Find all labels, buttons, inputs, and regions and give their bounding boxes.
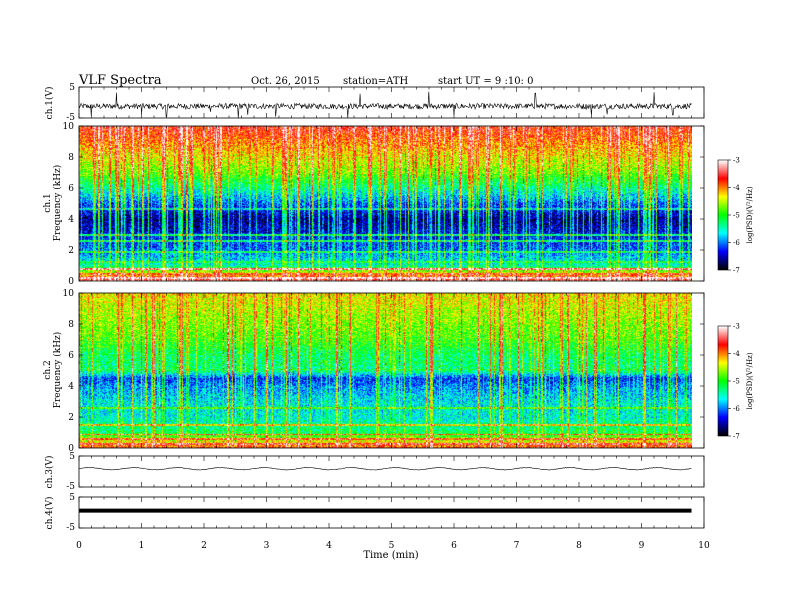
cb2-tick-label: -6 xyxy=(733,405,740,413)
header-date: Oct. 26, 2015 xyxy=(251,76,320,87)
spec1-ytick-label: 10 xyxy=(63,122,75,132)
spec2-colorbar xyxy=(718,326,728,436)
spec2-x-ticks xyxy=(78,293,705,448)
spec2-ytick-label: 4 xyxy=(68,382,74,392)
x-tick-label: 3 xyxy=(264,541,270,551)
ch1-x-ticks xyxy=(78,86,705,119)
cb2-tick-label: -4 xyxy=(733,350,740,358)
ch3-ytick-bottom: -5 xyxy=(66,482,75,492)
spec2-colorbar-label: log(PSD)(V²/Hz) xyxy=(746,352,754,409)
panel-ch4: 5 -5 ch.4(V) xyxy=(44,493,705,533)
panel-ch1: 5 -5 ch.1(V) xyxy=(44,83,705,123)
ch1-ylabel: ch.1(V) xyxy=(44,87,55,120)
cb1-tick-label: -5 xyxy=(733,212,740,220)
spec1-heatmap xyxy=(79,126,692,281)
cb1-tick-label: -3 xyxy=(733,157,740,165)
spec2-ylabel-channel: ch.2 xyxy=(43,360,53,379)
spec2-y-ticks: 10 8 6 4 2 0 xyxy=(63,289,704,454)
spec1-ylabel-frequency: Frequency (kHz) xyxy=(52,165,63,242)
spec1-ylabel-channel: ch.1 xyxy=(43,193,53,212)
x-tick-label: 9 xyxy=(639,541,645,551)
spec2-ytick-label: 10 xyxy=(63,289,75,299)
cb1-tick-label: -6 xyxy=(733,239,740,247)
cb1-tick-label: -4 xyxy=(733,184,740,192)
ch4-x-ticks xyxy=(78,496,705,529)
x-tick-label: 1 xyxy=(139,541,145,551)
ch3-trace xyxy=(78,467,692,471)
spec1-ytick-label: 0 xyxy=(68,277,74,287)
spec1-ytick-label: 8 xyxy=(68,153,74,163)
spec2-ytick-label: 2 xyxy=(68,413,74,423)
spec1-y-ticks: 10 8 6 4 2 0 xyxy=(63,122,704,287)
x-tick-label: 8 xyxy=(576,541,582,551)
ch4-ytick-bottom: -5 xyxy=(66,523,75,533)
ch1-ytick-top: 5 xyxy=(69,83,75,93)
cb2-tick-label: -7 xyxy=(733,433,740,441)
spec1-x-ticks xyxy=(78,126,705,281)
x-tick-label: 7 xyxy=(514,541,520,551)
spec2-heatmap xyxy=(79,293,692,448)
spec2-ytick-label: 6 xyxy=(68,351,74,361)
ch1-ytick-bottom: -5 xyxy=(66,113,75,123)
cb1-tick-label: -7 xyxy=(733,267,740,275)
spec1-ytick-label: 6 xyxy=(68,184,74,194)
ch3-ylabel: ch.3(V) xyxy=(44,456,55,489)
x-axis-label: Time (min) xyxy=(363,550,418,561)
ch3-x-ticks xyxy=(78,455,705,488)
spec2-ytick-label: 0 xyxy=(68,444,74,454)
spec2-ytick-label: 8 xyxy=(68,320,74,330)
ch3-ytick-top: 5 xyxy=(69,452,75,462)
header-station: station=ATH xyxy=(343,76,409,87)
x-tick-label: 10 xyxy=(698,541,710,551)
panel-ch3: 5 -5 ch.3(V) xyxy=(44,452,705,492)
spec1-colorbar-ticks: -3 -4 -5 -6 -7 xyxy=(728,157,740,275)
x-tick-label: 2 xyxy=(201,541,207,551)
spec1-colorbar xyxy=(718,160,728,270)
ch1-trace xyxy=(78,91,692,119)
cb2-tick-label: -5 xyxy=(733,378,740,386)
spec2-colorbar-ticks: -3 -4 -5 -6 -7 xyxy=(728,323,740,441)
figure-title: VLF Spectra xyxy=(78,73,162,88)
x-tick-labels: 0 1 2 3 4 5 6 7 8 9 10 xyxy=(76,541,710,551)
x-tick-label: 6 xyxy=(451,541,457,551)
spec1-ytick-label: 4 xyxy=(68,215,74,225)
ch4-ytick-top: 5 xyxy=(69,493,75,503)
spec1-ytick-label: 2 xyxy=(68,246,74,256)
x-tick-label: 5 xyxy=(389,541,395,551)
x-tick-label: 4 xyxy=(326,541,332,551)
spec2-ylabel-frequency: Frequency (kHz) xyxy=(52,332,63,409)
spec1-colorbar-label: log(PSD)(V²/Hz) xyxy=(746,186,754,243)
header-start-time: start UT = 9 :10: 0 xyxy=(438,76,533,87)
x-tick-label: 0 xyxy=(76,541,82,551)
cb2-tick-label: -3 xyxy=(733,323,740,331)
ch4-ylabel: ch.4(V) xyxy=(44,497,55,530)
